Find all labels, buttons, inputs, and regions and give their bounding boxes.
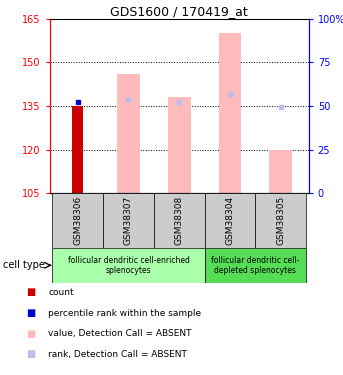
Text: follicular dendritic cell-
depleted splenocytes: follicular dendritic cell- depleted sple… xyxy=(211,256,299,275)
Title: GDS1600 / 170419_at: GDS1600 / 170419_at xyxy=(110,4,248,18)
Text: ■: ■ xyxy=(26,308,35,318)
Text: ■: ■ xyxy=(26,350,35,359)
Text: GSM38304: GSM38304 xyxy=(225,196,235,245)
Bar xyxy=(52,193,103,248)
Bar xyxy=(154,193,205,248)
Bar xyxy=(72,106,83,193)
Text: rank, Detection Call = ABSENT: rank, Detection Call = ABSENT xyxy=(48,350,187,359)
Text: value, Detection Call = ABSENT: value, Detection Call = ABSENT xyxy=(48,329,191,338)
Bar xyxy=(269,150,292,193)
Bar xyxy=(117,74,140,193)
Text: cell type: cell type xyxy=(3,260,45,270)
Text: ■: ■ xyxy=(26,329,35,339)
Bar xyxy=(103,193,154,248)
Text: count: count xyxy=(48,288,74,297)
Text: GSM38305: GSM38305 xyxy=(276,196,285,245)
Text: ■: ■ xyxy=(26,288,35,297)
Bar xyxy=(205,248,306,283)
Bar xyxy=(52,248,205,283)
Bar xyxy=(256,193,306,248)
Bar xyxy=(218,33,241,193)
Text: follicular dendritic cell-enriched
splenocytes: follicular dendritic cell-enriched splen… xyxy=(68,256,189,275)
Text: GSM38306: GSM38306 xyxy=(73,196,82,245)
Text: GSM38308: GSM38308 xyxy=(175,196,184,245)
Bar xyxy=(205,193,256,248)
Text: GSM38307: GSM38307 xyxy=(124,196,133,245)
Text: percentile rank within the sample: percentile rank within the sample xyxy=(48,309,201,318)
Bar xyxy=(168,97,191,193)
